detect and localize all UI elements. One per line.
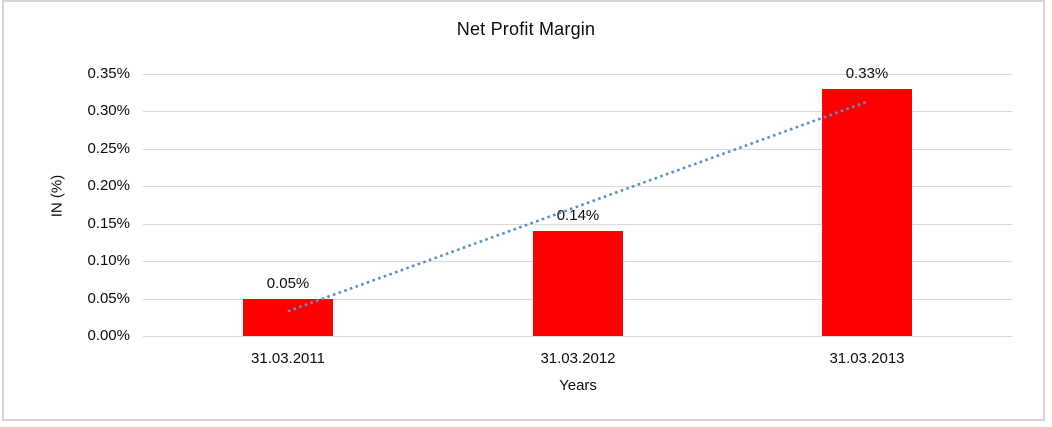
bar-data-label: 0.33% xyxy=(845,65,889,82)
bar-data-label: 0.14% xyxy=(556,207,600,224)
y-tick-label: 0.30% xyxy=(87,102,130,119)
x-tick-label: 31.03.2012 xyxy=(540,350,616,367)
y-tick-label: 0.35% xyxy=(87,65,130,82)
x-tick-label: 31.03.2011 xyxy=(251,350,325,367)
chart-title: Net Profit Margin xyxy=(456,19,596,39)
y-tick-label: 0.10% xyxy=(87,252,130,269)
x-axis-title: Years xyxy=(559,377,597,394)
bar xyxy=(822,89,912,336)
bar xyxy=(533,231,623,336)
x-tick-label: 31.03.2013 xyxy=(829,350,905,367)
bar-data-label: 0.05% xyxy=(266,275,310,292)
y-tick-label: 0.25% xyxy=(87,140,130,157)
gridline xyxy=(143,336,1012,337)
y-tick-label: 0.15% xyxy=(87,215,130,232)
y-tick-label: 0.20% xyxy=(87,177,130,194)
gridline xyxy=(143,74,1012,75)
y-tick-label: 0.00% xyxy=(87,327,130,344)
y-tick-label: 0.05% xyxy=(87,290,130,307)
bar xyxy=(243,299,333,336)
